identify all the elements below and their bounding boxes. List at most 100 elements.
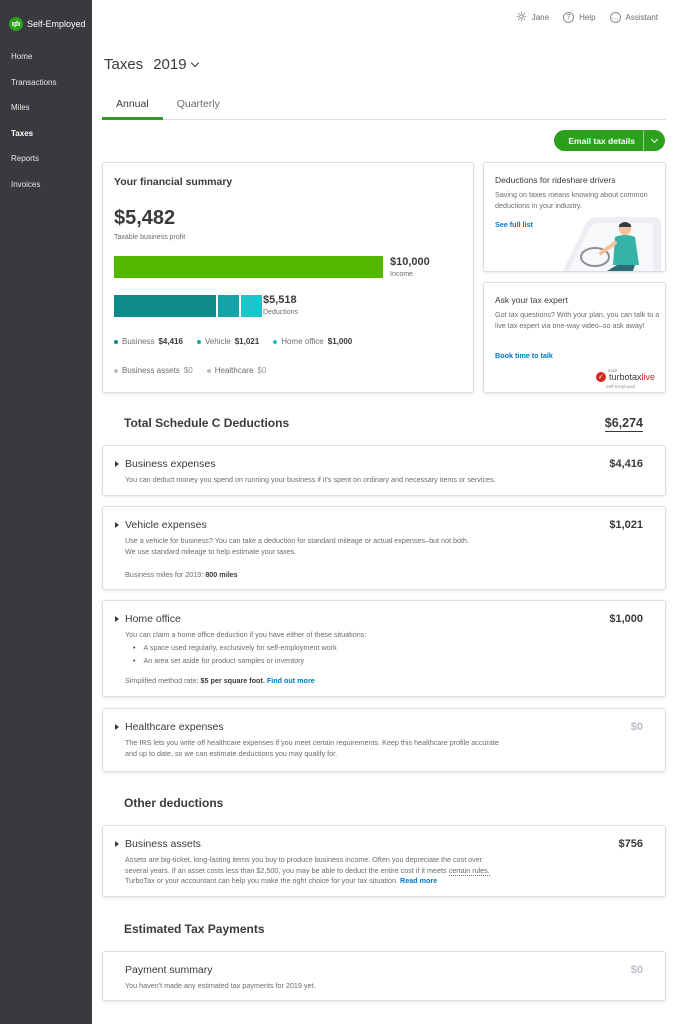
- assets-desc-line-2: several years. If an asset costs less th…: [125, 865, 585, 877]
- vehicle-desc-line-2: We use standard mileage to help estimate…: [125, 546, 297, 556]
- healthcare-desc-line-1: The IRS lets you write off healthcare ex…: [125, 738, 499, 747]
- read-more-link[interactable]: Read more: [400, 876, 438, 885]
- vehicle-expenses-amount: $1,021: [609, 519, 643, 531]
- turbotax-wordmark: turbotaxlive: [609, 372, 655, 382]
- legend-healthcare: Healthcare $0: [206, 366, 267, 375]
- rideshare-text: Saving on taxes means knowing about comm…: [495, 190, 648, 210]
- other-deductions-title: Other deductions: [124, 796, 224, 810]
- chevron-down-icon: [190, 58, 199, 67]
- legend-label: Healthcare: [214, 366, 254, 375]
- legend-label: Home office: [281, 337, 324, 346]
- payment-summary-amount: $0: [630, 964, 643, 976]
- healthcare-expenses-amount: $0: [630, 721, 643, 733]
- rideshare-title: Deductions for rideshare drivers: [495, 175, 616, 185]
- self-employed-label: Self-Employed: [605, 384, 635, 389]
- user-name: Jane: [531, 13, 550, 22]
- certain-rules-link[interactable]: certain rules.: [448, 865, 490, 876]
- assistant-button[interactable]: … Assistant: [609, 12, 658, 23]
- turbotax-check-icon: ✓: [595, 372, 606, 382]
- rate-label: Simplified method rate:: [125, 676, 199, 685]
- legend-value: $1,000: [327, 337, 353, 346]
- sidebar-item-miles[interactable]: Miles: [11, 103, 30, 113]
- legend-vehicle: Vehicle $1,021: [196, 337, 259, 346]
- turbotax-text: turbotax: [608, 372, 642, 382]
- deduction-segment-vehicle: [215, 295, 240, 317]
- financial-summary-card: Your financial summary $5,482 Taxable bu…: [102, 162, 474, 393]
- sidebar-item-invoices[interactable]: Invoices: [11, 179, 41, 189]
- home-office-amount: $1,000: [609, 613, 643, 625]
- help-button[interactable]: ? Help: [563, 12, 596, 23]
- sidebar-item-transactions[interactable]: Transactions: [11, 77, 57, 87]
- gear-icon: [516, 11, 527, 24]
- see-full-list-link[interactable]: See full list: [495, 220, 533, 229]
- sidebar-item-taxes[interactable]: Taxes: [11, 128, 34, 138]
- business-assets-card[interactable]: Business assets $756 Assets are big-tick…: [102, 825, 666, 897]
- assistant-icon: …: [609, 12, 621, 23]
- find-out-more-link[interactable]: Find out more: [266, 676, 315, 685]
- legend-value: $0: [257, 366, 267, 375]
- live-text: live: [641, 372, 655, 382]
- book-time-link[interactable]: Book time to talk: [495, 351, 553, 360]
- business-miles-value: 800 miles: [205, 570, 238, 579]
- caret-right-icon[interactable]: [115, 841, 119, 847]
- legend-value: $0: [183, 366, 193, 375]
- tab-annual[interactable]: Annual: [102, 98, 163, 120]
- legend-label: Business assets: [122, 366, 180, 375]
- deduction-segment-home-office: [239, 295, 263, 317]
- income-bar: [114, 256, 383, 278]
- business-expenses-card[interactable]: Business expenses $4,416 You can deduct …: [102, 445, 666, 496]
- email-tax-details-button: Email tax details: [554, 130, 665, 151]
- healthcare-expenses-card[interactable]: Healthcare expenses $0 The IRS lets you …: [102, 708, 666, 772]
- tax-expert-card: Ask your tax expert Got tax questions? W…: [483, 282, 666, 393]
- assets-desc-line-3: TurboTax or your accountant can help you…: [125, 876, 585, 887]
- caret-right-icon[interactable]: [115, 522, 119, 528]
- user-menu[interactable]: Jane: [516, 11, 549, 24]
- payment-summary-card: Payment summary $0 You haven't made any …: [102, 951, 666, 1001]
- payment-summary-desc: You haven't made any estimated tax payme…: [125, 981, 316, 990]
- estimated-tax-title: Estimated Tax Payments: [124, 922, 265, 936]
- legend-dot: [196, 339, 201, 344]
- income-value: $10,000: [390, 256, 430, 268]
- business-expenses-title: Business expenses: [125, 458, 216, 470]
- business-assets-desc: Assets are big-ticket, long-lasting item…: [125, 855, 585, 887]
- legend-business-assets: Business assets $0: [114, 366, 193, 375]
- home-office-desc: You can claim a home office deduction if…: [125, 630, 367, 639]
- tab-quarterly[interactable]: Quarterly: [176, 98, 220, 110]
- caret-right-icon[interactable]: [115, 724, 119, 730]
- business-assets-title: Business assets: [125, 838, 201, 850]
- rideshare-driver-illustration: [563, 217, 661, 271]
- business-expenses-desc: You can deduct money you spend on runnin…: [125, 475, 496, 484]
- financial-summary-title: Your financial summary: [114, 176, 233, 188]
- deductions-value: $5,518: [263, 294, 297, 306]
- tax-expert-title: Ask your tax expert: [495, 295, 568, 305]
- sidebar-item-reports[interactable]: Reports: [11, 154, 40, 164]
- legend-business: Business $4,416: [114, 337, 183, 346]
- assets-desc-line-1: Assets are big-ticket, long-lasting item…: [125, 855, 483, 864]
- email-options-dropdown[interactable]: [643, 130, 665, 151]
- quickbooks-logo-icon: qb: [9, 17, 23, 31]
- page-header: Taxes 2019: [104, 56, 199, 73]
- year-dropdown[interactable]: 2019: [153, 56, 199, 73]
- brand[interactable]: qb Self-Employed: [0, 0, 92, 44]
- home-office-card[interactable]: Home office $1,000 You can claim a home …: [102, 600, 666, 697]
- email-tax-details-label[interactable]: Email tax details: [568, 135, 635, 146]
- legend-dot: [206, 368, 211, 373]
- assistant-label: Assistant: [625, 13, 658, 22]
- business-expenses-amount: $4,416: [609, 458, 643, 470]
- year-value: 2019: [153, 56, 187, 73]
- caret-right-icon[interactable]: [115, 616, 119, 622]
- tax-expert-text: Got tax questions? With your plan, you c…: [495, 310, 660, 330]
- vehicle-expenses-card[interactable]: Vehicle expenses $1,021 Use a vehicle fo…: [102, 506, 666, 590]
- caret-right-icon[interactable]: [115, 461, 119, 467]
- assets-desc-line-2-text: several years. If an asset costs less th…: [125, 865, 447, 875]
- deductions-label: Deductions: [263, 309, 299, 316]
- main-content: Jane ? Help … Assistant Taxes 2019 Annua…: [92, 0, 674, 1024]
- legend-row-1: Business $4,416 Vehicle $1,021 Home offi…: [114, 337, 352, 346]
- legend-label: Business: [122, 337, 155, 346]
- taxable-profit-label: Taxable business profit: [114, 234, 186, 241]
- healthcare-desc-line-2: and up to date, so we can estimate deduc…: [125, 748, 338, 758]
- sidebar-item-home[interactable]: Home: [11, 52, 33, 62]
- payment-summary-title: Payment summary: [125, 964, 213, 976]
- business-miles-label: Business miles for 2019:: [125, 570, 204, 579]
- rideshare-deductions-card: Deductions for rideshare drivers Saving …: [483, 162, 666, 272]
